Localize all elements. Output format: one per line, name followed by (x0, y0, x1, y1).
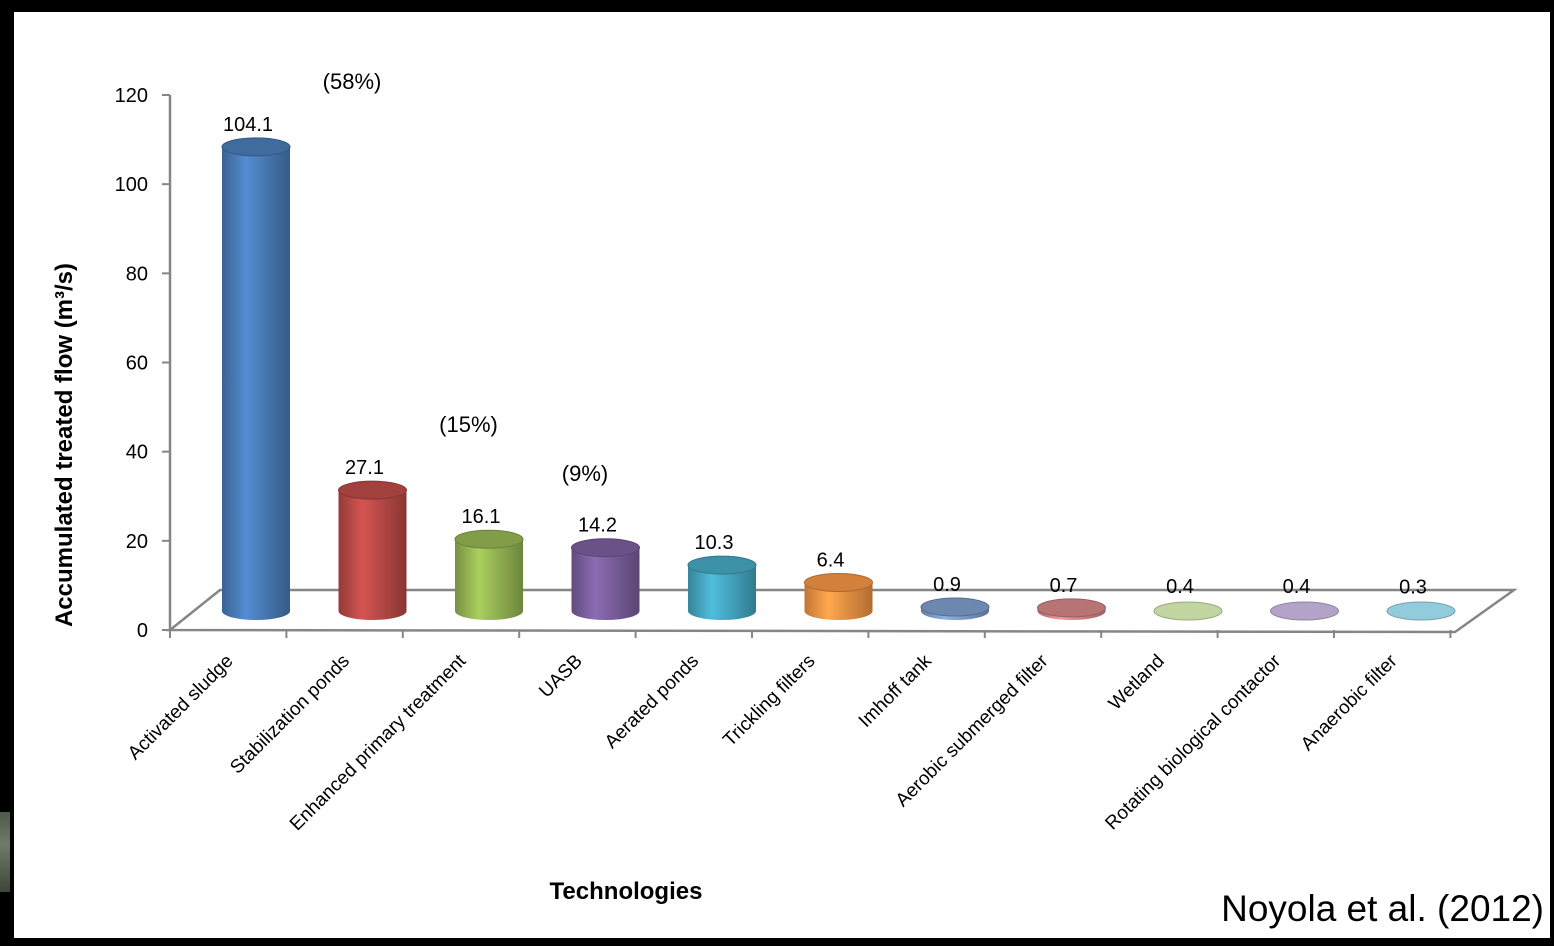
bar-wetland (1153, 601, 1223, 621)
value-label: 0.3 (1399, 577, 1427, 599)
value-label: 0.4 (1166, 576, 1194, 598)
y-tick-label: 100 (115, 174, 148, 196)
y-tick-label: 120 (115, 85, 148, 107)
bar-aerated-ponds (687, 555, 757, 620)
value-label: 14.2 (578, 515, 617, 537)
x-tick-label: Wetland (1105, 651, 1169, 715)
bar-imhoff-tank (920, 597, 990, 620)
bars (221, 137, 1456, 621)
x-tick-label: UASB (535, 651, 586, 702)
bar-top (1153, 601, 1223, 621)
bar-activated-sludge (221, 137, 291, 620)
percent-annotation: (58%) (323, 69, 382, 94)
x-axis-title: Technologies (550, 878, 703, 905)
bar-anaerobic-filter (1386, 601, 1456, 621)
value-label: 0.7 (1050, 575, 1078, 597)
y-tick-label: 40 (126, 442, 148, 464)
bar-top (221, 137, 291, 157)
x-tick-label: Anaerobic filter (1297, 650, 1402, 755)
x-tick-label: Trickling filters (719, 651, 819, 751)
value-label: 27.1 (345, 457, 384, 479)
bar-top (687, 555, 757, 575)
bar-body (338, 490, 407, 621)
percent-annotation: (15%) (439, 412, 498, 437)
bar-trickling-filters (804, 572, 873, 621)
bar-uasb (571, 538, 640, 621)
bar-stabilization-ponds (338, 480, 407, 621)
bar-body (222, 146, 290, 620)
value-label: 0.9 (933, 574, 961, 596)
x-tick-label: Aerated ponds (601, 651, 703, 753)
y-tick-label: 0 (137, 620, 148, 642)
bar-enhanced-primary-treatment (454, 529, 524, 620)
bar-top (1037, 598, 1106, 618)
bar-top (804, 572, 873, 592)
bar-top (1270, 601, 1339, 621)
value-label: 10.3 (695, 532, 734, 554)
bar-body (571, 547, 640, 621)
bar-top (920, 597, 990, 617)
bar-top (338, 480, 407, 500)
bar-body (688, 565, 756, 620)
x-tick-label: Stabilization ponds (226, 651, 354, 779)
bar-rotating-biological-contactor (1270, 601, 1339, 621)
y-tick-label: 80 (126, 263, 148, 285)
y-axis: 0 20 40 60 80 100 120 (115, 85, 1452, 642)
citation: Noyola et al. (2012) (1221, 888, 1544, 929)
background-photo-edge (0, 812, 10, 892)
bar-top (1386, 601, 1456, 621)
x-tick-label: Activated sludge (124, 651, 237, 764)
data-labels: 104.1 27.1 16.1 14.2 10.3 6.4 0.9 0.7 0.4 0.4 0.3 (… (223, 69, 1427, 599)
value-label: 6.4 (817, 549, 845, 571)
bar-top (571, 538, 640, 558)
bar-aerobic-submerged-filter (1037, 598, 1106, 621)
y-tick-label: 20 (126, 531, 148, 553)
percent-annotation: (9%) (562, 461, 608, 486)
value-label: 16.1 (462, 506, 501, 528)
y-axis-title: Accumulated treated flow (m³/s) (51, 263, 78, 627)
x-tick-label: Imhoff tank (855, 650, 936, 731)
value-label: 0.4 (1283, 576, 1311, 598)
bar-body (455, 539, 523, 620)
bar-body (804, 582, 873, 621)
y-tick-label: 60 (126, 353, 148, 375)
bar-top (454, 529, 524, 549)
value-label: 104.1 (223, 114, 273, 136)
